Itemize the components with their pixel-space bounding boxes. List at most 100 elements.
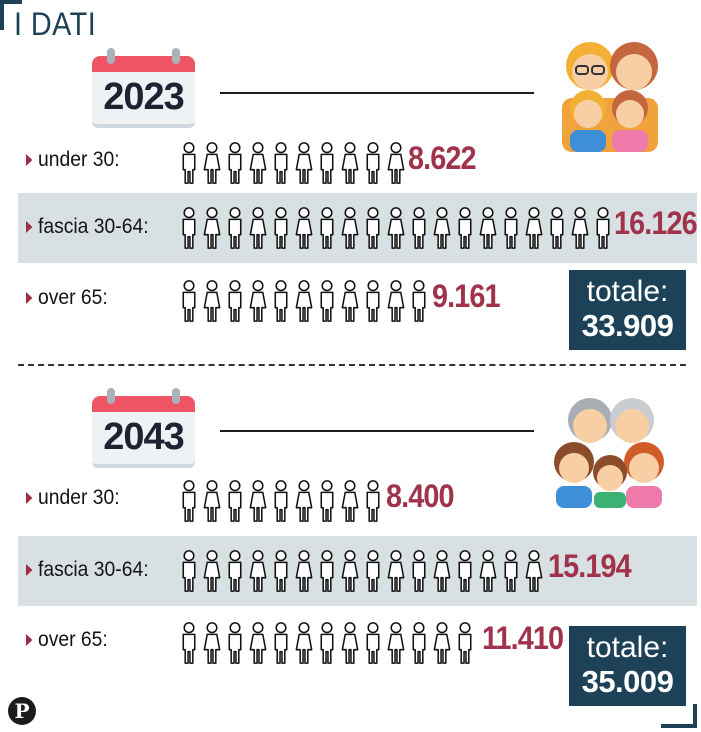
person-icon [270, 479, 292, 523]
person-icon [178, 479, 200, 523]
publisher-logo: P [8, 697, 36, 725]
person-icon [339, 206, 361, 250]
corner-decoration-bottom-right [661, 704, 697, 728]
person-icon [247, 141, 269, 185]
person-icon [454, 206, 476, 250]
row-30-64-2043: fascia 30-64: 15.194 [18, 536, 697, 606]
person-icon [224, 549, 246, 593]
person-icon [293, 206, 315, 250]
person-icon [339, 279, 361, 323]
person-icon [316, 621, 338, 665]
person-icon [339, 479, 361, 523]
person-icon [316, 279, 338, 323]
row-over65-2023: over 65: 9.161 [18, 272, 697, 330]
person-icon [339, 549, 361, 593]
row-under30-2043: under 30: 8.400 [18, 472, 697, 530]
person-icon [408, 549, 430, 593]
row-value: 9.161 [432, 278, 500, 314]
person-icon [523, 549, 545, 593]
total-box-2043: totale: 35.009 [569, 626, 686, 706]
person-icon [247, 549, 269, 593]
total-value: 33.909 [581, 308, 674, 343]
row-under30-2023: under 30: 8.622 [18, 134, 697, 192]
person-icon [270, 141, 292, 185]
row-label: under 30: [26, 486, 120, 510]
person-icon [316, 141, 338, 185]
person-icon [293, 621, 315, 665]
timeline-line-2043 [220, 430, 534, 432]
people-group [178, 279, 430, 323]
person-icon [270, 549, 292, 593]
person-icon [224, 141, 246, 185]
row-30-64-2023: fascia 30-64: 16.126 [18, 193, 698, 263]
arrow-icon [26, 154, 33, 166]
arrow-icon [26, 564, 33, 576]
person-icon [454, 549, 476, 593]
person-icon [178, 549, 200, 593]
person-icon [247, 206, 269, 250]
arrow-icon [26, 292, 33, 304]
person-icon [178, 279, 200, 323]
person-icon [408, 206, 430, 250]
timeline-line-2023 [220, 92, 534, 94]
person-icon [385, 141, 407, 185]
person-icon [362, 549, 384, 593]
arrow-icon [26, 492, 33, 504]
header-title: I DATI [14, 6, 97, 42]
person-icon [293, 279, 315, 323]
person-icon [201, 621, 223, 665]
person-icon [546, 206, 568, 250]
person-icon [431, 549, 453, 593]
person-icon [385, 206, 407, 250]
year-label-2043: 2043 [103, 416, 185, 458]
person-icon [201, 206, 223, 250]
person-icon [362, 479, 384, 523]
person-icon [316, 479, 338, 523]
person-icon [408, 279, 430, 323]
elderly-family-icon [554, 398, 664, 508]
person-icon [316, 549, 338, 593]
person-icon [293, 479, 315, 523]
arrow-icon [26, 634, 33, 646]
person-icon [454, 621, 476, 665]
person-icon [270, 279, 292, 323]
person-icon [293, 141, 315, 185]
person-icon [385, 549, 407, 593]
person-icon [224, 279, 246, 323]
person-icon [592, 206, 614, 250]
person-icon [178, 141, 200, 185]
person-icon [178, 621, 200, 665]
person-icon [224, 479, 246, 523]
row-value: 16.126 [614, 205, 698, 241]
calendar-icon-2023: 2023 [92, 48, 195, 128]
row-label: fascia 30-64: [26, 215, 149, 239]
person-icon [523, 206, 545, 250]
people-group [178, 621, 476, 665]
person-icon [362, 279, 384, 323]
row-value: 8.400 [386, 478, 454, 514]
person-icon [247, 279, 269, 323]
person-icon [362, 621, 384, 665]
person-icon [201, 479, 223, 523]
person-icon [224, 206, 246, 250]
person-icon [247, 621, 269, 665]
year-label-2023: 2023 [103, 76, 185, 118]
section-divider [18, 364, 686, 366]
person-icon [500, 549, 522, 593]
person-icon [431, 621, 453, 665]
person-icon [201, 141, 223, 185]
person-icon [477, 206, 499, 250]
person-icon [201, 549, 223, 593]
total-value: 35.009 [581, 664, 674, 699]
person-icon [385, 621, 407, 665]
person-icon [408, 621, 430, 665]
person-icon [339, 621, 361, 665]
person-icon [270, 621, 292, 665]
person-icon [431, 206, 453, 250]
person-icon [385, 279, 407, 323]
calendar-icon-2043: 2043 [92, 388, 195, 468]
total-label: totale: [586, 275, 669, 308]
row-value: 8.622 [408, 140, 476, 176]
corner-decoration-top-left [0, 0, 22, 30]
people-group [178, 549, 545, 593]
